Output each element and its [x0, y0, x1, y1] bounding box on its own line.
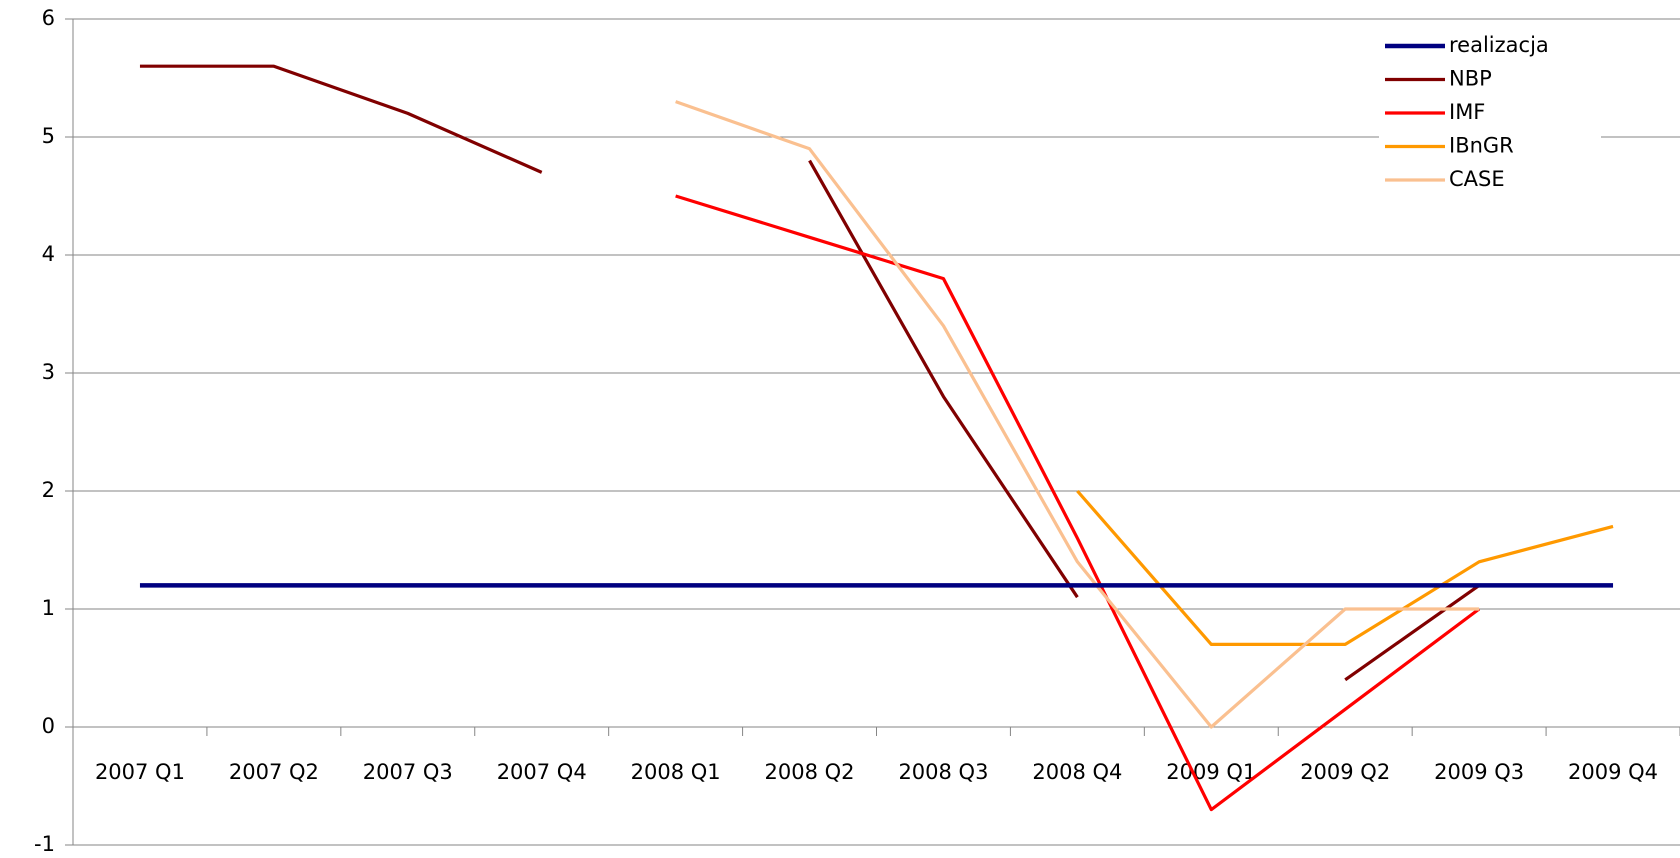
x-tick-label: 2009 Q4 — [1568, 760, 1658, 784]
y-tick-label: 2 — [42, 478, 55, 502]
x-tick-label: 2009 Q3 — [1434, 760, 1524, 784]
x-tick-label: 2008 Q4 — [1032, 760, 1122, 784]
legend-label: realizacja — [1449, 33, 1549, 57]
x-tick-label: 2007 Q1 — [95, 760, 185, 784]
y-tick-label: 6 — [42, 6, 55, 30]
x-tick-label: 2007 Q3 — [363, 760, 453, 784]
legend-box — [1379, 30, 1601, 202]
y-tick-label: 4 — [42, 242, 55, 266]
x-tick-label: 2009 Q1 — [1166, 760, 1256, 784]
legend: realizacja NBP IMF IBnGR CASE — [1379, 30, 1601, 202]
y-tick-label: 1 — [42, 596, 55, 620]
series-line — [675, 100, 1480, 729]
legend-label: IMF — [1449, 100, 1485, 124]
x-tick-label: 2009 Q2 — [1300, 760, 1390, 784]
x-tick-label: 2008 Q1 — [631, 760, 721, 784]
series-line — [1076, 489, 1614, 646]
series-line — [675, 194, 1481, 812]
legend-label: IBnGR — [1449, 134, 1514, 158]
y-tick-label: 0 — [42, 714, 55, 738]
legend-label: NBP — [1449, 67, 1492, 91]
x-tick-label: 2007 Q4 — [497, 760, 587, 784]
y-tick-label: 3 — [42, 360, 55, 384]
y-tick-label: -1 — [34, 832, 55, 856]
x-tick-label: 2007 Q2 — [229, 760, 319, 784]
legend-label: CASE — [1449, 167, 1505, 191]
y-tick-label: 5 — [42, 124, 55, 148]
series-line — [139, 64, 1481, 682]
x-tick-label: 2008 Q2 — [765, 760, 855, 784]
x-tick-label: 2008 Q3 — [898, 760, 988, 784]
